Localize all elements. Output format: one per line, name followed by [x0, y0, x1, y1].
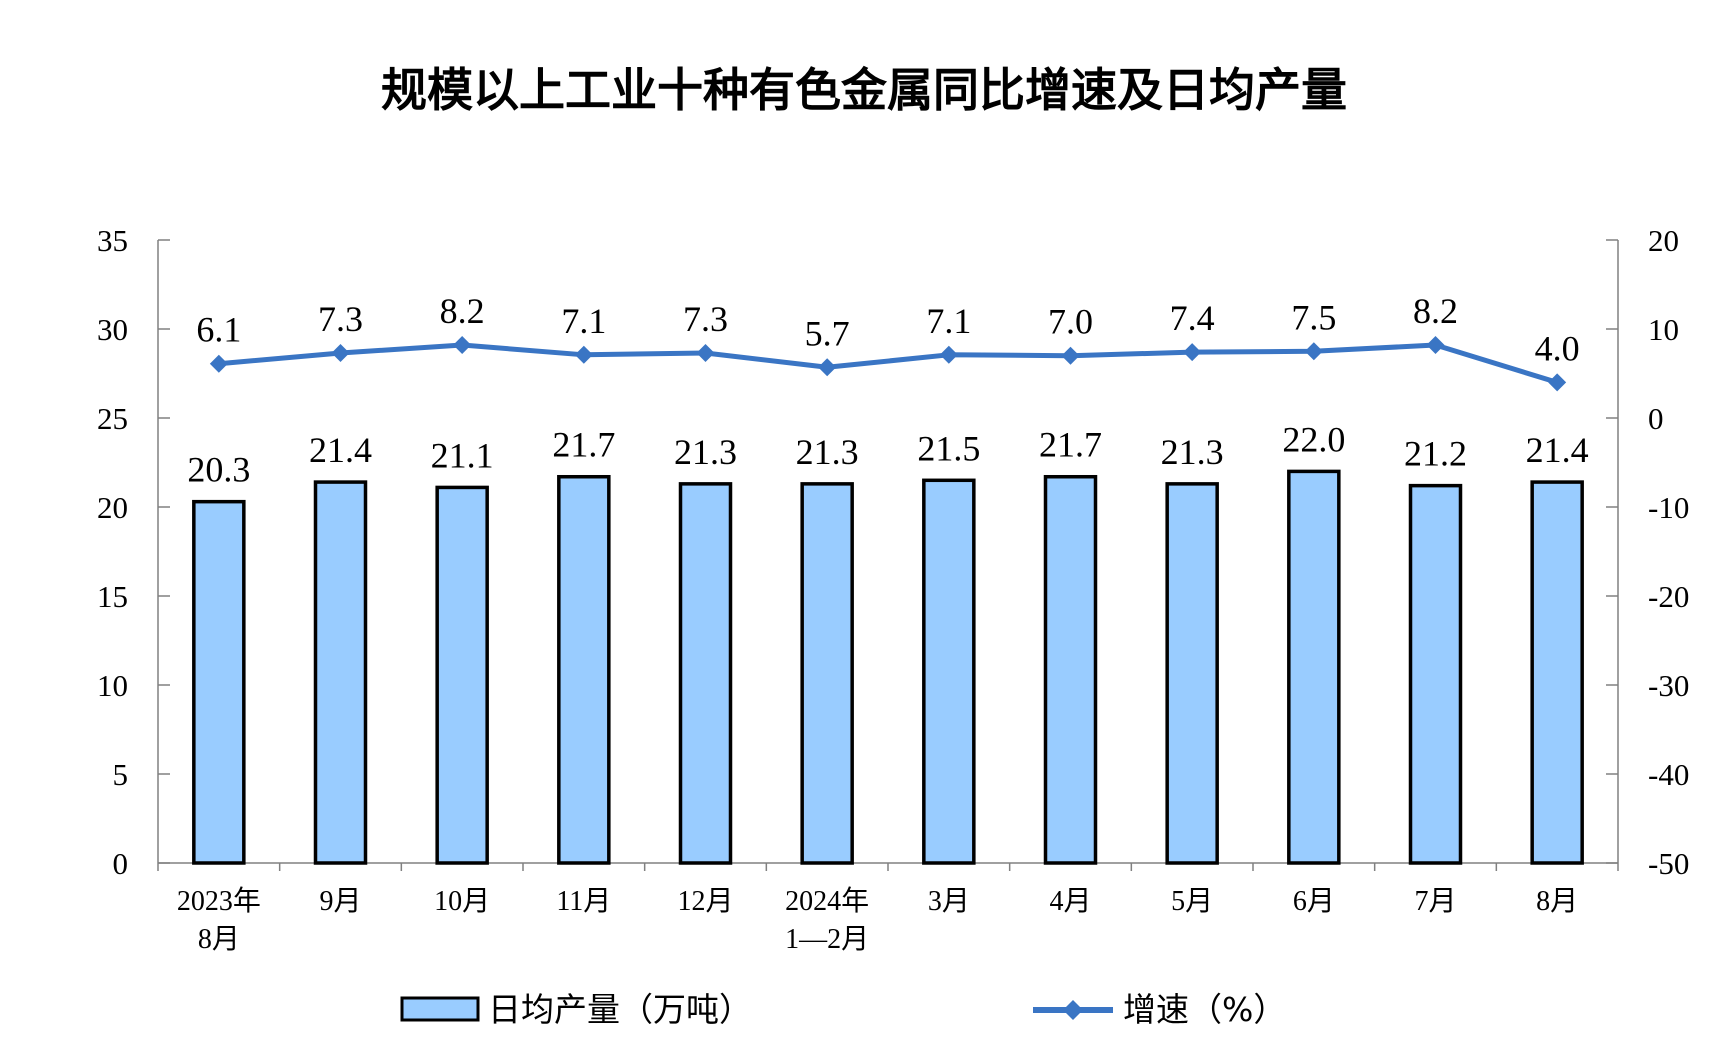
y-right-tick-label: -50 — [1648, 846, 1689, 881]
x-tick-label: 4月 — [1049, 886, 1091, 917]
y-right-tick-label: -30 — [1648, 668, 1689, 703]
line-point — [1061, 346, 1080, 365]
line-data-label: 7.5 — [1291, 297, 1336, 337]
line-data-label: 7.1 — [926, 301, 971, 341]
bar — [1043, 474, 1098, 865]
bar-data-label: 21.3 — [796, 432, 859, 472]
legend-bar-swatch — [400, 996, 480, 1022]
bar-data-label: 21.1 — [431, 435, 494, 475]
y-left-tick-label: 30 — [97, 312, 128, 347]
line-data-label: 4.0 — [1535, 328, 1580, 368]
bar-data-label: 21.2 — [1404, 434, 1467, 474]
line-data-label: 7.1 — [561, 301, 606, 341]
y-left-tick-label: 0 — [113, 846, 129, 881]
y-left-tick-label: 15 — [97, 579, 128, 614]
y-left-tick-label: 20 — [97, 490, 128, 525]
x-tick-label: 3月 — [928, 886, 970, 917]
y-left-tick-label: 5 — [113, 757, 129, 792]
bar — [1408, 483, 1463, 865]
x-tick-label: 5月 — [1171, 886, 1213, 917]
line-point — [209, 354, 228, 373]
x-tick-label: 10月 — [434, 886, 490, 917]
line-data-label: 8.2 — [1413, 291, 1458, 331]
y-right-tick-label: 20 — [1648, 223, 1679, 258]
legend-line-marker — [1063, 1000, 1083, 1020]
legend: 日均产量（万吨） 增速（%） — [400, 990, 1286, 1029]
x-tick-label: 2024年 — [785, 885, 869, 917]
x-tick-label: 2023年 — [177, 885, 261, 917]
bar-data-label: 21.5 — [917, 428, 980, 468]
plot-area: 0 5 10 15 20 25 30 35 -50 -40 -30 -20 -10 0 10 20 2023年 8… — [97, 223, 1689, 955]
bar-data-label: 21.3 — [1161, 432, 1224, 472]
line-data-label: 7.3 — [318, 299, 363, 339]
line-data-label: 5.7 — [805, 313, 850, 353]
line-point — [1304, 342, 1323, 361]
bar — [435, 485, 489, 865]
line-data-label: 6.1 — [196, 310, 241, 350]
line-data-label: 7.3 — [683, 299, 728, 339]
line-data-label: 7.0 — [1048, 302, 1093, 342]
line-point — [331, 344, 350, 363]
bar — [557, 474, 611, 865]
growth-line — [218, 342, 1558, 385]
bar — [800, 482, 854, 865]
bar — [1530, 480, 1584, 865]
line-point — [939, 345, 958, 364]
y-right-tick-label: 10 — [1648, 312, 1679, 347]
bar-data-label: 21.3 — [674, 432, 737, 472]
bar — [313, 480, 368, 865]
line-point — [1548, 373, 1567, 392]
line-point — [1183, 343, 1202, 362]
x-tick-label: 7月 — [1414, 886, 1456, 917]
y-right-tick-label: -40 — [1648, 757, 1689, 792]
chart-title: 规模以上工业十种有色金属同比增速及日均产量 — [381, 63, 1347, 117]
y-left-tick-label: 35 — [97, 223, 128, 258]
bar — [678, 482, 733, 865]
bar — [1165, 482, 1219, 865]
legend-item-bar: 日均产量（万吨） — [400, 990, 752, 1029]
line-data-label: 7.4 — [1170, 298, 1215, 338]
y-right-tick-label: -20 — [1648, 579, 1689, 614]
line-point — [453, 336, 472, 355]
y-left-tick-label: 25 — [97, 401, 128, 436]
x-tick-label: 9月 — [319, 886, 361, 917]
bar — [922, 478, 976, 865]
line-point — [1426, 336, 1445, 355]
legend-line-label: 增速（%） — [1123, 990, 1286, 1029]
y-left-tick-label: 10 — [97, 668, 128, 703]
bar-data-label: 20.3 — [187, 450, 250, 490]
x-tick-label: 8月 — [1536, 886, 1578, 917]
line-point — [574, 345, 593, 364]
y-right-tick-label: -10 — [1648, 490, 1689, 525]
bar-data-label: 21.4 — [1526, 430, 1589, 470]
bar-data-label: 21.7 — [1039, 425, 1102, 465]
x-tick-label: 6月 — [1293, 886, 1335, 917]
line-point — [818, 358, 837, 377]
bar-data-label: 21.4 — [309, 430, 372, 470]
x-tick-label: 8月 — [198, 924, 240, 955]
bar-data-label: 21.7 — [552, 425, 615, 465]
bar — [1287, 469, 1341, 865]
x-tick-label: 1—2月 — [785, 924, 869, 955]
x-tick-label: 12月 — [677, 886, 733, 917]
bar-data-label: 22.0 — [1282, 419, 1345, 459]
y-right-tick-label: 0 — [1648, 401, 1664, 436]
line-data-label: 8.2 — [440, 291, 485, 331]
bar — [192, 499, 246, 865]
line-point — [696, 344, 715, 363]
legend-bar-label: 日均产量（万吨） — [488, 990, 752, 1029]
legend-item-line: 增速（%） — [1033, 990, 1286, 1029]
x-tick-label: 11月 — [556, 886, 611, 917]
